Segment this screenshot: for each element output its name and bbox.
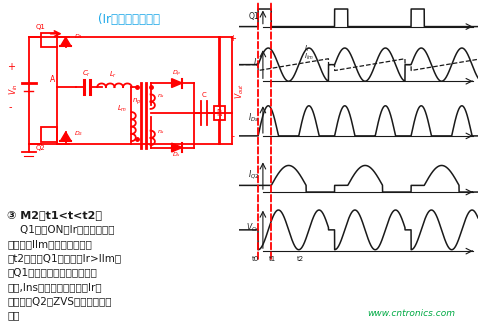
Text: t1: t1 [269, 256, 276, 263]
Text: $D_p$: $D_p$ [172, 69, 182, 79]
Text: t0: t0 [251, 256, 259, 263]
Polygon shape [172, 79, 182, 87]
Text: 律增大，Ilm依然线性上升，: 律增大，Ilm依然线性上升， [7, 239, 92, 249]
Text: $D_2$: $D_2$ [74, 129, 83, 138]
Text: 在Q1关断时，副边二极管依然: 在Q1关断时，副边二极管依然 [7, 267, 97, 278]
Text: t2: t2 [296, 256, 304, 263]
Text: $n_s$: $n_s$ [157, 92, 165, 100]
Text: $n_p$: $n_p$ [131, 97, 141, 108]
Polygon shape [60, 37, 71, 46]
Text: $I_{Q2}$: $I_{Q2}$ [248, 168, 259, 181]
Text: 存在，为Q2的ZVS开通创造了条: 存在，为Q2的ZVS开通创造了条 [7, 296, 112, 306]
Text: $V_{Cr}$: $V_{Cr}$ [246, 221, 259, 234]
Text: (Ir从左向右为正）: (Ir从左向右为正） [98, 13, 160, 26]
Text: $V_{out}$: $V_{out}$ [233, 83, 246, 99]
Text: $D_s$: $D_s$ [173, 150, 181, 159]
Text: Q2: Q2 [36, 145, 45, 150]
Text: ③ M2（t1<t<t2）: ③ M2（t1<t<t2） [7, 210, 102, 220]
Text: $n_s$: $n_s$ [157, 128, 165, 136]
Text: -: - [9, 102, 12, 112]
Text: Q1: Q1 [249, 12, 259, 21]
Text: 件。: 件。 [7, 310, 20, 320]
Text: +: + [7, 62, 15, 72]
Text: www.cntronics.com: www.cntronics.com [367, 309, 455, 318]
Text: $V_{in}$: $V_{in}$ [7, 83, 20, 95]
Text: A: A [50, 75, 55, 84]
Text: $I_{lm}$: $I_{lm}$ [304, 52, 314, 62]
Text: $C_r$: $C_r$ [82, 69, 91, 79]
Text: -: - [231, 133, 235, 141]
Text: 在t2时刻，Q1关断，但Ir>Ilm，: 在t2时刻，Q1关断，但Ir>Ilm， [7, 253, 121, 263]
Text: $D_1$: $D_1$ [74, 32, 83, 41]
Text: $I_{Ds}$: $I_{Ds}$ [248, 112, 259, 124]
FancyBboxPatch shape [214, 106, 225, 120]
Text: 导通,Ins依然有电流，同时Ir的: 导通,Ins依然有电流，同时Ir的 [7, 282, 102, 292]
Text: $L_r$: $L_r$ [109, 70, 118, 80]
Polygon shape [60, 132, 71, 141]
Text: $I_r$: $I_r$ [252, 57, 259, 69]
Text: Q1: Q1 [36, 24, 45, 30]
Text: R: R [217, 109, 222, 118]
Text: C: C [201, 92, 206, 98]
Text: $L_m$: $L_m$ [117, 104, 127, 114]
Polygon shape [172, 143, 182, 152]
Text: $I_r$: $I_r$ [304, 44, 310, 54]
Text: +: + [229, 34, 237, 43]
Text: Q1已经ON，Ir依然以正弦规: Q1已经ON，Ir依然以正弦规 [7, 225, 115, 235]
